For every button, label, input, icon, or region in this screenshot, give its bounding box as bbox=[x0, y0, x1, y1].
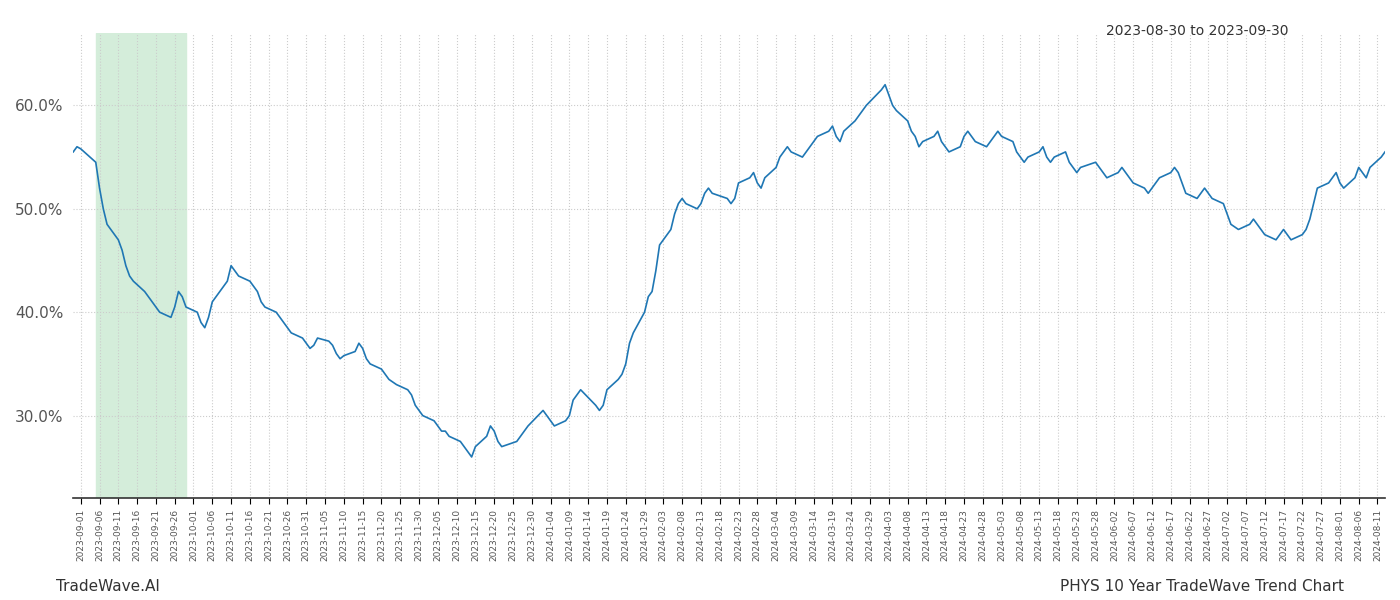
Text: PHYS 10 Year TradeWave Trend Chart: PHYS 10 Year TradeWave Trend Chart bbox=[1060, 579, 1344, 594]
Text: 2023-08-30 to 2023-09-30: 2023-08-30 to 2023-09-30 bbox=[1106, 24, 1288, 38]
Text: TradeWave.AI: TradeWave.AI bbox=[56, 579, 160, 594]
Bar bbox=[95, 33, 186, 499]
